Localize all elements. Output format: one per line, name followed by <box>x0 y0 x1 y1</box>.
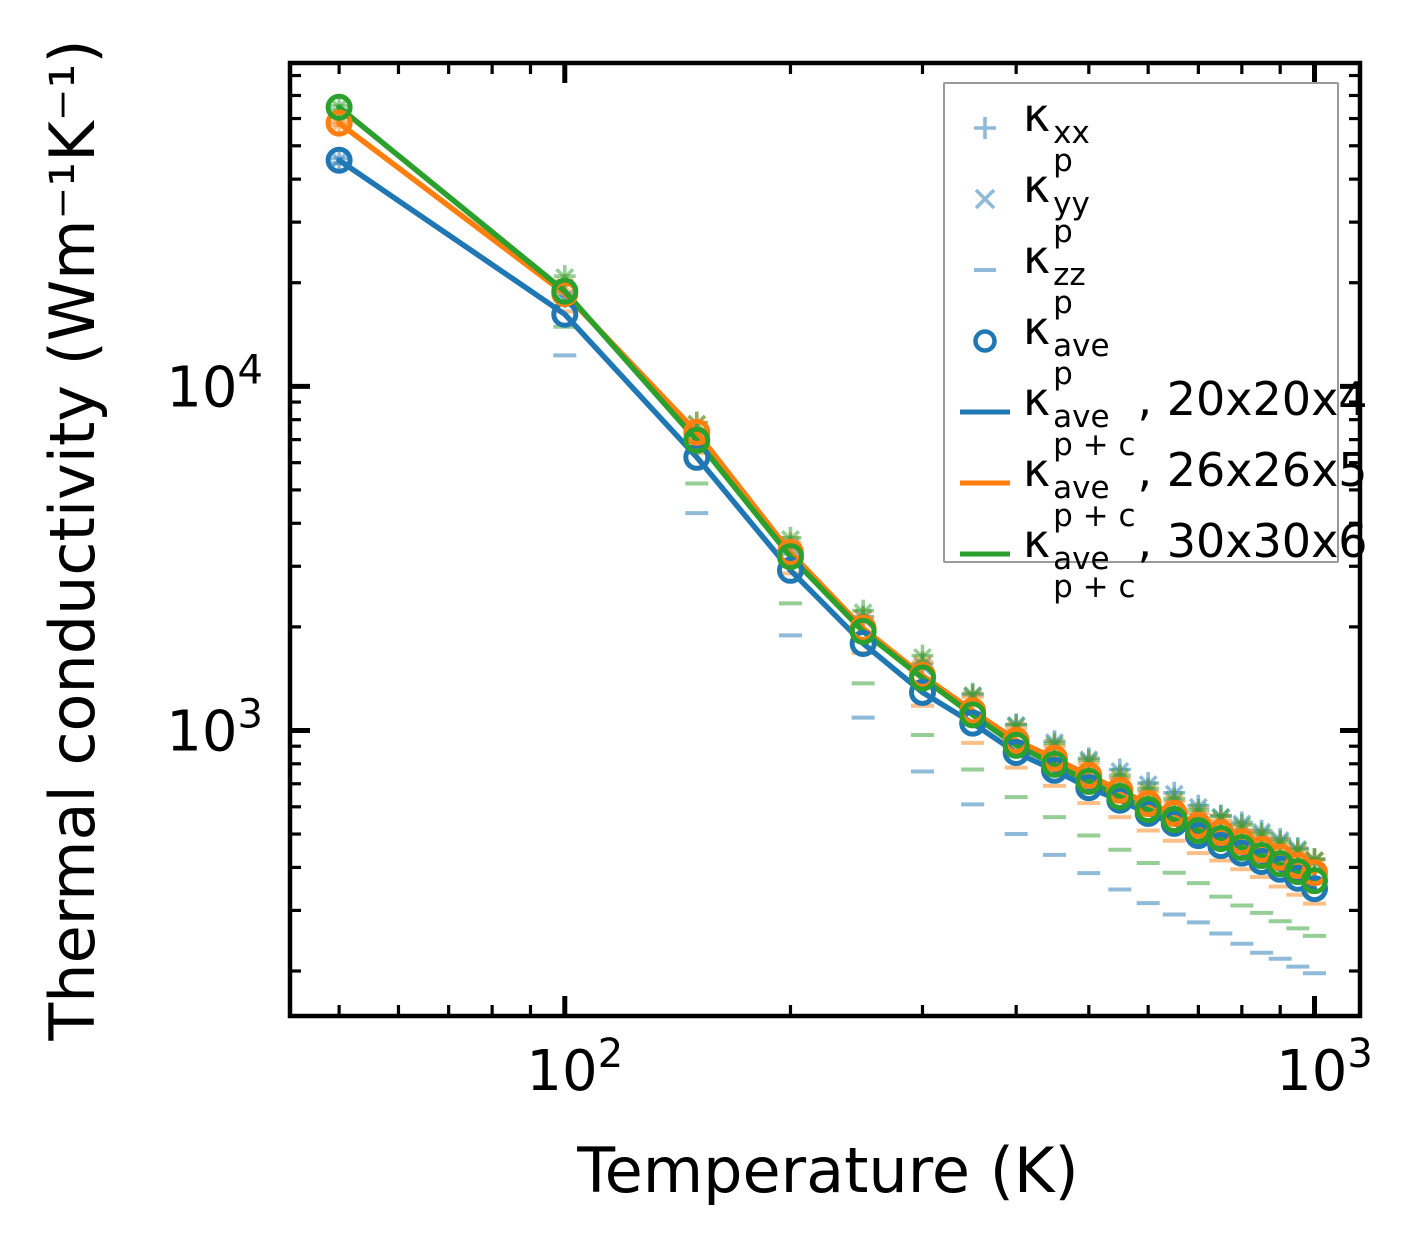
legend-suffix: , 26x26x5 <box>1137 443 1368 497</box>
series-kappa_p_ave_30x30x6 <box>325 93 1328 895</box>
circle-marker-icon <box>957 317 1013 365</box>
kappa-superscript: ave <box>1053 328 1110 364</box>
orange-line-icon <box>957 459 1013 507</box>
legend-item-kappa-pc-26x26x5: κ ave p + c, 26x26x5 <box>957 447 1368 532</box>
kappa-superscript: ave <box>1053 399 1110 435</box>
y-tick-label: 103 <box>166 691 263 764</box>
kappa-subscript: p <box>1053 285 1073 321</box>
x-axis-title: Temperature (K) <box>576 1134 1078 1207</box>
kappa-superscript: xx <box>1053 115 1090 151</box>
plus-marker-icon <box>957 104 1013 152</box>
kappa-symbol: κ <box>1023 372 1051 426</box>
green-line-icon <box>957 530 1013 578</box>
legend-item-kappa-p-yy: κ yy p <box>957 159 1337 248</box>
legend-label: κ zz p <box>1023 230 1088 319</box>
kappa-symbol: κ <box>1023 88 1051 142</box>
kappa-symbol: κ <box>1023 230 1051 284</box>
kappa-subscript: p + c <box>1053 569 1136 605</box>
kappa-symbol: κ <box>1023 159 1051 213</box>
plot-spines <box>287 60 1363 1019</box>
plot-series <box>325 93 1328 976</box>
kappa-superscript: yy <box>1053 186 1090 222</box>
kappa-subscript: p <box>1053 356 1073 392</box>
legend-item-kappa-p-zz: κ zz p <box>957 230 1337 319</box>
legend-label: κ yy p <box>1023 159 1092 248</box>
blue-line-icon <box>957 388 1013 436</box>
legend-item-kappa-pc-20x20x4: κ ave p + c, 20x20x4 <box>957 376 1368 461</box>
kappa-subscript: p + c <box>1053 427 1136 463</box>
kappa-symbol: κ <box>1023 301 1051 355</box>
kappa-superscript: ave <box>1053 541 1110 577</box>
legend-label: κ ave p + c, 30x30x6 <box>1023 514 1368 603</box>
cross-marker-icon <box>957 175 1013 223</box>
kappa-superscript: zz <box>1053 257 1086 293</box>
kappa-superscript: ave <box>1053 470 1110 506</box>
kappa-symbol: κ <box>1023 514 1051 568</box>
kappa-subscript: p <box>1053 143 1073 179</box>
dash-marker-icon <box>957 246 1013 294</box>
legend-label: κ ave p + c, 26x26x5 <box>1023 443 1368 532</box>
legend-label: κ xx p <box>1023 88 1092 177</box>
legend-label: κ ave p + c, 20x20x4 <box>1023 372 1368 461</box>
kappa-subscript: p <box>1053 214 1073 250</box>
series-kappa_p_ave_20x20x4 <box>325 146 1328 903</box>
y-tick-label: 104 <box>166 347 263 420</box>
legend-item-kappa-p-ave: κ ave p <box>957 301 1337 390</box>
y-axis-title: Thermal conductivity (Wm⁻¹K⁻¹) <box>36 39 109 1041</box>
legend: κ xx p κ yy p κ zz p κ ave p κ ave p + c, 20x20x4 <box>943 82 1368 603</box>
legend-suffix: , 20x20x4 <box>1137 372 1368 426</box>
legend-label: κ ave p <box>1023 301 1112 390</box>
legend-item-kappa-p-xx: κ xx p <box>957 88 1337 177</box>
legend-item-kappa-pc-30x30x6: κ ave p + c, 30x30x6 <box>957 518 1368 603</box>
x-tick-label: 103 <box>1276 1031 1373 1104</box>
x-tick-label: 102 <box>526 1031 623 1104</box>
kappa-subscript: p + c <box>1053 498 1136 534</box>
kappa-symbol: κ <box>1023 443 1051 497</box>
legend-suffix: , 30x30x6 <box>1137 514 1368 568</box>
